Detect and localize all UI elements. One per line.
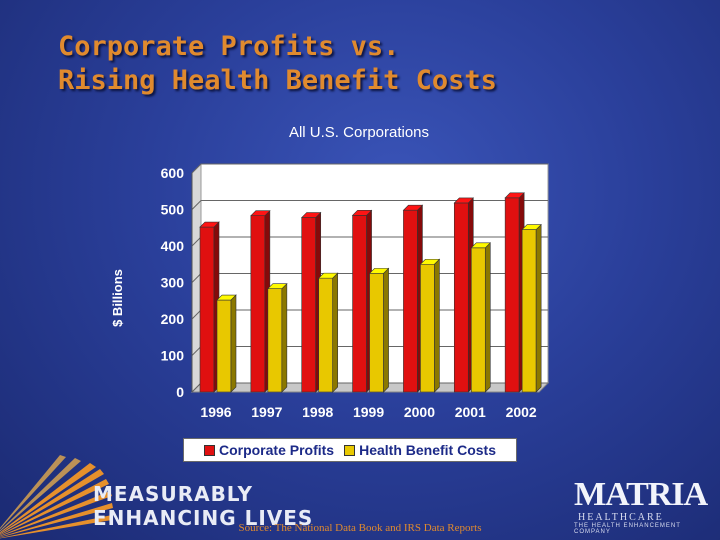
bar-profits <box>403 209 418 393</box>
bar-health <box>216 299 232 393</box>
bar-profits-top <box>402 204 424 211</box>
legend-label-health: Health Benefit Costs <box>359 442 497 458</box>
bar-profits <box>352 215 367 393</box>
bar-health-side <box>484 242 491 393</box>
x-tick-label: 2000 <box>404 404 435 420</box>
legend-swatch-profits <box>203 444 215 456</box>
legend-item-health: Health Benefit Costs <box>344 442 496 458</box>
source-note: Source: The National Data Book and IRS D… <box>238 522 482 534</box>
bar-health-top <box>419 258 441 265</box>
x-tick-label: 1999 <box>353 404 384 420</box>
bar-profits-top <box>199 221 220 228</box>
legend-item-profits: Corporate Profits <box>203 442 335 458</box>
bar-profits <box>453 202 469 393</box>
logo-tagline: THE HEALTH ENHANCEMENT COMPANY <box>574 523 681 535</box>
bar-health-side <box>434 258 440 393</box>
y-tick-label: 200 <box>161 311 185 327</box>
logo-sub: HEALTHCARE <box>578 512 664 523</box>
bar-health-top <box>216 294 237 301</box>
bar-profits-top <box>453 197 475 204</box>
bar-health-top <box>317 272 339 279</box>
x-tick-label: 1997 <box>251 404 282 420</box>
bar-health-side <box>332 272 339 393</box>
legend-label-profits: Corporate Profits <box>218 442 335 458</box>
bar-profits <box>504 197 520 393</box>
y-tick-label: 500 <box>161 202 185 218</box>
bar-profits-top <box>504 192 525 199</box>
bar-profits <box>301 217 317 393</box>
bar-health-top <box>521 224 542 230</box>
matria-logo: MATRIA HEALTHCARE THE HEALTH ENHANCEMENT… <box>574 476 708 536</box>
bar-profits-top <box>300 212 322 218</box>
bar-health-top <box>267 283 288 290</box>
slide-title: Corporate Profits vs. Rising Health Bene… <box>58 30 497 98</box>
gridline-500 <box>191 200 548 210</box>
x-tick-label: 1996 <box>200 404 231 420</box>
bar-health <box>521 229 537 393</box>
bar-health <box>267 288 283 393</box>
bar-health-side <box>230 294 237 393</box>
x-tick-label: 1998 <box>302 404 333 420</box>
chart-title: All U.S. Corporations <box>288 124 430 141</box>
y-tick-label: 600 <box>161 165 185 181</box>
y-tick-label: 0 <box>176 384 184 400</box>
bar-health-side <box>383 267 389 393</box>
brand-sunburst-icon <box>0 455 113 539</box>
chart-legend: Corporate Profits Health Benefit Costs <box>183 438 517 462</box>
slide-title-line-1: Corporate Profits vs. <box>58 31 400 62</box>
bar-health-top <box>368 268 390 274</box>
x-tick-label: 2001 <box>455 404 486 420</box>
y-tick-label: 100 <box>161 348 185 364</box>
bar-health <box>470 247 486 393</box>
tagline-line-2: ENHANCING LIVES <box>93 506 314 530</box>
logo-name: MATRIA <box>574 476 708 513</box>
bar-health <box>369 273 384 393</box>
bar-profits-top <box>250 210 271 217</box>
bar-health-top <box>470 242 492 249</box>
tagline: MEASURABLY ENHANCING LIVES <box>93 482 313 530</box>
bar-profits <box>199 226 215 393</box>
tagline-line-1: MEASURABLY <box>93 482 253 506</box>
bar-health-side <box>535 223 542 393</box>
y-tick-label: 300 <box>161 275 185 291</box>
bar-profits <box>250 215 266 393</box>
bar-profits-top <box>351 210 373 216</box>
bar-health <box>420 263 435 393</box>
slide-title-line-2: Rising Health Benefit Costs <box>58 65 497 96</box>
y-tick-label: 400 <box>161 238 185 254</box>
x-tick-label: 2002 <box>506 404 537 420</box>
gridline-600 <box>191 163 548 174</box>
bar-health-side <box>281 282 288 393</box>
legend-swatch-health <box>344 444 356 456</box>
bar-health <box>318 277 334 393</box>
